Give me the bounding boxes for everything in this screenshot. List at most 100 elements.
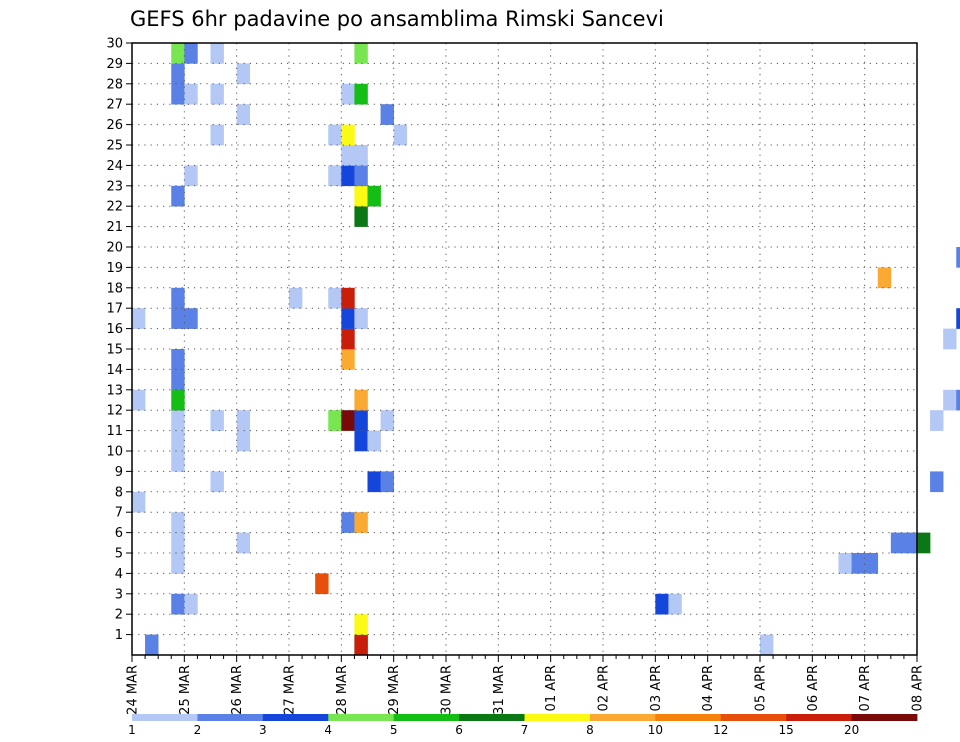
heatmap-cell bbox=[171, 430, 185, 452]
heatmap-cell bbox=[354, 145, 368, 166]
heatmap-cell bbox=[210, 43, 224, 64]
legend-swatch bbox=[132, 714, 198, 721]
heatmap-cell bbox=[956, 308, 960, 329]
heatmap-cell bbox=[236, 104, 251, 125]
heatmap-cell bbox=[132, 389, 146, 411]
heatmap-cell bbox=[760, 634, 774, 656]
x-tick-label: 04 APR bbox=[701, 665, 716, 711]
heatmap-cell bbox=[655, 593, 669, 615]
legend-swatch bbox=[459, 714, 525, 721]
heatmap-cell bbox=[132, 491, 146, 513]
legend-swatch bbox=[851, 714, 918, 721]
heatmap-cell bbox=[354, 43, 368, 64]
heatmap-cell bbox=[145, 634, 159, 656]
heatmap-cell bbox=[171, 389, 185, 411]
y-tick-label: 12 bbox=[106, 404, 123, 419]
y-tick-label: 6 bbox=[115, 526, 123, 541]
y-tick-label: 19 bbox=[106, 261, 123, 276]
y-tick-label: 15 bbox=[106, 343, 123, 358]
heatmap-cell bbox=[171, 369, 185, 391]
heatmap-cell bbox=[328, 124, 342, 146]
heatmap-cell bbox=[328, 287, 342, 309]
x-tick-label: 25 MAR bbox=[178, 665, 193, 715]
heatmap-cell bbox=[236, 63, 251, 85]
x-tick-label: 06 APR bbox=[806, 665, 821, 711]
legend-swatch bbox=[786, 714, 852, 721]
heatmap-cell bbox=[917, 532, 931, 554]
heatmap-cell bbox=[171, 287, 185, 309]
heatmap-cell bbox=[864, 553, 879, 574]
y-tick-label: 26 bbox=[106, 118, 123, 133]
legend-swatch bbox=[524, 714, 591, 721]
y-tick-label: 20 bbox=[106, 241, 123, 256]
heatmap-cell bbox=[956, 389, 960, 411]
legend-label: 20 bbox=[844, 723, 859, 737]
heatmap-cell bbox=[171, 43, 185, 64]
legend-label: 1 bbox=[128, 723, 136, 737]
heatmap-cell bbox=[171, 512, 185, 533]
heatmap-cell bbox=[236, 532, 251, 554]
heatmap-cell bbox=[354, 185, 368, 207]
x-tick-label: 24 MAR bbox=[126, 665, 141, 715]
x-tick-label: 31 MAR bbox=[492, 665, 507, 715]
heatmap-cell bbox=[171, 83, 185, 105]
heatmap-cell bbox=[367, 471, 381, 493]
heatmap-cell bbox=[393, 124, 408, 146]
heatmap-cell bbox=[171, 593, 185, 615]
heatmap-cell bbox=[930, 471, 944, 493]
heatmap-cell bbox=[930, 410, 944, 431]
y-tick-label: 9 bbox=[115, 465, 123, 480]
heatmap-cell bbox=[210, 410, 224, 431]
heatmap-cell bbox=[851, 553, 865, 574]
heatmap-cell bbox=[838, 553, 852, 574]
y-tick-label: 1 bbox=[115, 628, 123, 643]
heatmap-cell bbox=[328, 410, 342, 431]
heatmap-cell bbox=[354, 308, 368, 329]
x-tick-label: 05 APR bbox=[754, 665, 769, 711]
heatmap-cell bbox=[354, 614, 368, 635]
heatmap-cell bbox=[171, 451, 185, 472]
legend-swatch bbox=[262, 714, 329, 721]
heatmap-cell bbox=[184, 165, 198, 187]
y-tick-label: 5 bbox=[115, 547, 123, 562]
y-tick-label: 30 bbox=[106, 37, 123, 52]
x-tick-label: 07 APR bbox=[858, 665, 873, 711]
heatmap-cell bbox=[367, 185, 381, 207]
heatmap-cell bbox=[236, 410, 251, 431]
heatmap-cell bbox=[354, 634, 368, 656]
x-tick-label: 26 MAR bbox=[230, 665, 245, 715]
heatmap-cell bbox=[890, 532, 905, 554]
legend-label: 2 bbox=[194, 723, 202, 737]
legend-label: 8 bbox=[586, 723, 594, 737]
x-tick-label: 29 MAR bbox=[387, 665, 402, 715]
heatmap-cell bbox=[328, 165, 342, 187]
heatmap-cell bbox=[367, 430, 381, 452]
heatmap-cell bbox=[341, 287, 355, 309]
plot-frame bbox=[131, 42, 918, 656]
y-tick-label: 10 bbox=[106, 445, 123, 460]
legend-swatch bbox=[720, 714, 787, 721]
heatmap-cell bbox=[341, 145, 355, 166]
heatmap-cell bbox=[341, 349, 355, 370]
heatmap-cell bbox=[132, 308, 146, 329]
y-tick-label: 29 bbox=[106, 57, 123, 72]
heatmap-cell bbox=[171, 410, 185, 431]
x-tick-label: 30 MAR bbox=[440, 665, 455, 715]
heatmap-cell bbox=[341, 83, 355, 105]
legend-label: 6 bbox=[455, 723, 463, 737]
heatmap-cell bbox=[184, 593, 198, 615]
legend-label: 10 bbox=[648, 723, 663, 737]
heatmap-cell bbox=[668, 593, 682, 615]
y-tick-label: 4 bbox=[115, 567, 123, 582]
heatmap-cell bbox=[380, 471, 394, 493]
y-tick-label: 25 bbox=[106, 139, 123, 154]
x-tick-label: 02 APR bbox=[597, 665, 612, 711]
y-tick-label: 23 bbox=[106, 179, 123, 194]
legend-swatch bbox=[197, 714, 264, 721]
legend-label: 7 bbox=[521, 723, 529, 737]
y-tick-label: 7 bbox=[115, 506, 123, 521]
x-tick-label: 28 MAR bbox=[335, 665, 350, 715]
heatmap-cell bbox=[877, 267, 892, 289]
legend-label: 15 bbox=[779, 723, 794, 737]
heatmap-cell bbox=[184, 43, 198, 64]
